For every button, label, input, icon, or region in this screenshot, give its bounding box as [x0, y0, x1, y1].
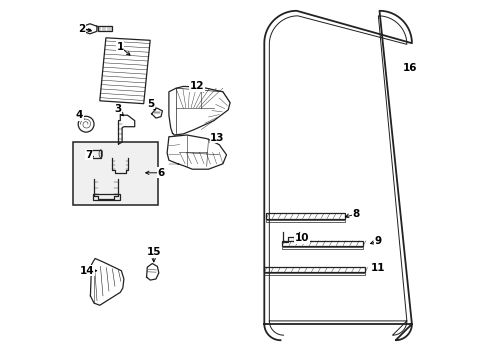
- Bar: [93, 194, 120, 200]
- Text: 11: 11: [370, 263, 384, 273]
- Text: 10: 10: [294, 233, 309, 243]
- Text: 12: 12: [189, 81, 204, 91]
- Text: 1: 1: [117, 42, 123, 52]
- Bar: [265, 220, 345, 222]
- Bar: [265, 213, 345, 219]
- Text: 16: 16: [402, 63, 416, 73]
- Bar: [282, 247, 363, 249]
- Text: 9: 9: [373, 236, 381, 246]
- Text: 3: 3: [114, 104, 121, 114]
- Text: 8: 8: [352, 209, 359, 219]
- Bar: [282, 241, 363, 246]
- Bar: [73, 142, 158, 205]
- Text: 14: 14: [80, 266, 94, 276]
- Text: 5: 5: [147, 99, 154, 109]
- Text: 15: 15: [146, 247, 161, 257]
- Text: 2: 2: [78, 24, 85, 34]
- Bar: [98, 26, 112, 31]
- Text: 4: 4: [76, 110, 83, 120]
- Bar: [264, 267, 365, 272]
- Text: 7: 7: [85, 150, 93, 160]
- Bar: [89, 150, 101, 158]
- Bar: [264, 273, 365, 275]
- Text: 13: 13: [210, 132, 224, 143]
- Text: 6: 6: [157, 168, 164, 178]
